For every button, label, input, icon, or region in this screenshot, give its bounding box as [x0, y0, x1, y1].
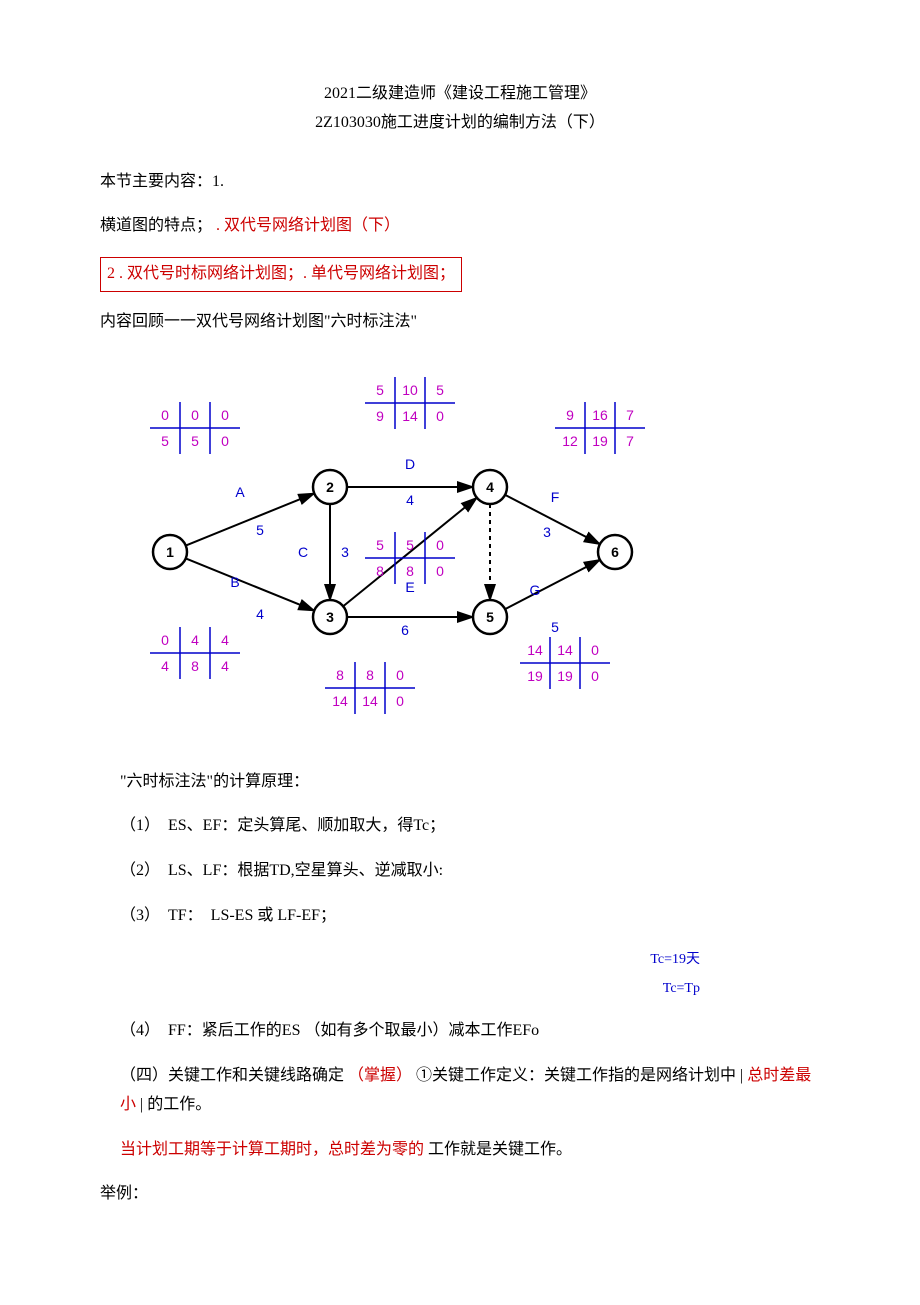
svg-text:E: E — [405, 579, 414, 595]
svg-text:0: 0 — [591, 642, 599, 658]
svg-text:14: 14 — [402, 408, 418, 424]
svg-text:0: 0 — [396, 693, 404, 709]
tc-note-2: Tc=Tp — [100, 976, 820, 1001]
red-box-line: 2 . 双代号时标网络计划图；. 单代号网络计划图； — [100, 257, 820, 292]
svg-text:8: 8 — [366, 667, 374, 683]
svg-text:19: 19 — [557, 668, 573, 684]
svg-text:5: 5 — [436, 382, 444, 398]
svg-text:B: B — [230, 574, 239, 590]
tc-note-1: Tc=19天 — [100, 947, 820, 972]
svg-text:5: 5 — [161, 433, 169, 449]
svg-text:4: 4 — [191, 632, 199, 648]
sec4-l2-rest: 工作就是关键工作。 — [428, 1141, 572, 1158]
sec4-after: | 的工作。 — [140, 1096, 211, 1113]
svg-text:7: 7 — [626, 433, 634, 449]
svg-text:14: 14 — [557, 642, 573, 658]
section-4: （四）关键工作和关键线路确定 （掌握） ①关键工作定义：关键工作指的是网络计划中… — [120, 1062, 820, 1120]
svg-text:0: 0 — [161, 407, 169, 423]
principle-4: （4） FF：紧后工作的ES （如有多个取最小）减本工作EFo — [120, 1017, 820, 1046]
svg-text:0: 0 — [436, 408, 444, 424]
svg-text:0: 0 — [221, 407, 229, 423]
svg-text:6: 6 — [611, 544, 619, 560]
svg-text:5: 5 — [406, 537, 414, 553]
svg-text:5: 5 — [256, 522, 264, 538]
svg-text:5: 5 — [376, 537, 384, 553]
svg-text:8: 8 — [191, 658, 199, 674]
sec4-master: （掌握） — [348, 1067, 412, 1084]
svg-text:4: 4 — [256, 606, 264, 622]
svg-text:0: 0 — [221, 433, 229, 449]
svg-text:14: 14 — [332, 693, 348, 709]
gantt-red: . 双代号网络计划图（下） — [216, 217, 400, 234]
title-block: 2021二级建造师《建设工程施工管理》 2Z103030施工进度计划的编制方法（… — [100, 80, 820, 138]
svg-text:14: 14 — [527, 642, 543, 658]
svg-text:8: 8 — [376, 563, 384, 579]
svg-text:8: 8 — [406, 563, 414, 579]
network-diagram: A5B4C3D4E6F3G512345605050059101450912161… — [120, 357, 820, 738]
svg-text:19: 19 — [527, 668, 543, 684]
principle-3: （3） TF： LS-ES 或 LF-EF； — [120, 902, 820, 931]
svg-text:7: 7 — [626, 407, 634, 423]
svg-text:4: 4 — [161, 658, 169, 674]
svg-text:4: 4 — [486, 479, 494, 495]
principle-2: （2） LS、LF：根据TD,空星算头、逆减取小: — [120, 857, 820, 886]
svg-text:4: 4 — [406, 492, 414, 508]
title-line-2: 2Z103030施工进度计划的编制方法（下） — [100, 109, 820, 138]
svg-text:4: 4 — [221, 632, 229, 648]
svg-text:6: 6 — [401, 622, 409, 638]
principle-1: （1） ES、EF：定头算尾、顺加取大，得Tc； — [120, 812, 820, 841]
svg-text:16: 16 — [592, 407, 608, 423]
svg-text:5: 5 — [551, 619, 559, 635]
svg-text:0: 0 — [436, 563, 444, 579]
gantt-label: 横道图的特点； — [100, 217, 212, 234]
svg-text:0: 0 — [396, 667, 404, 683]
title-line-1: 2021二级建造师《建设工程施工管理》 — [100, 80, 820, 109]
gantt-line: 横道图的特点； . 双代号网络计划图（下） — [100, 212, 820, 241]
svg-text:14: 14 — [362, 693, 378, 709]
svg-text:12: 12 — [562, 433, 578, 449]
sec4-l2-red: 当计划工期等于计算工期时，总时差为零的 — [120, 1141, 424, 1158]
svg-text:5: 5 — [376, 382, 384, 398]
svg-text:3: 3 — [326, 609, 334, 625]
svg-text:A: A — [235, 484, 245, 500]
svg-text:4: 4 — [221, 658, 229, 674]
red-box: 2 . 双代号时标网络计划图；. 单代号网络计划图； — [100, 257, 462, 292]
svg-text:D: D — [405, 456, 415, 472]
sec4-pre: （四）关键工作和关键线路确定 — [120, 1067, 344, 1084]
svg-text:5: 5 — [486, 609, 494, 625]
svg-text:3: 3 — [543, 524, 551, 540]
svg-text:3: 3 — [341, 544, 349, 560]
svg-text:19: 19 — [592, 433, 608, 449]
svg-text:0: 0 — [161, 632, 169, 648]
section-4-line2: 当计划工期等于计算工期时，总时差为零的 工作就是关键工作。 — [120, 1136, 820, 1165]
svg-text:F: F — [551, 489, 560, 505]
svg-text:0: 0 — [591, 668, 599, 684]
intro-line: 本节主要内容：1. — [100, 168, 820, 197]
principle-heading: "六时标注法"的计算原理： — [120, 768, 820, 797]
review-heading: 内容回顾一一双代号网络计划图"六时标注法" — [100, 308, 820, 337]
svg-text:9: 9 — [566, 407, 574, 423]
sec4-def: ①关键工作定义：关键工作指的是网络计划中 | — [416, 1067, 743, 1084]
diagram-svg: A5B4C3D4E6F3G512345605050059101450912161… — [120, 357, 690, 727]
svg-text:0: 0 — [191, 407, 199, 423]
svg-text:10: 10 — [402, 382, 418, 398]
svg-text:0: 0 — [436, 537, 444, 553]
svg-text:2: 2 — [326, 479, 334, 495]
svg-text:5: 5 — [191, 433, 199, 449]
svg-text:9: 9 — [376, 408, 384, 424]
svg-text:C: C — [298, 544, 308, 560]
svg-text:1: 1 — [166, 544, 174, 560]
svg-text:8: 8 — [336, 667, 344, 683]
svg-text:G: G — [530, 582, 541, 598]
example-label: 举例： — [100, 1180, 820, 1209]
